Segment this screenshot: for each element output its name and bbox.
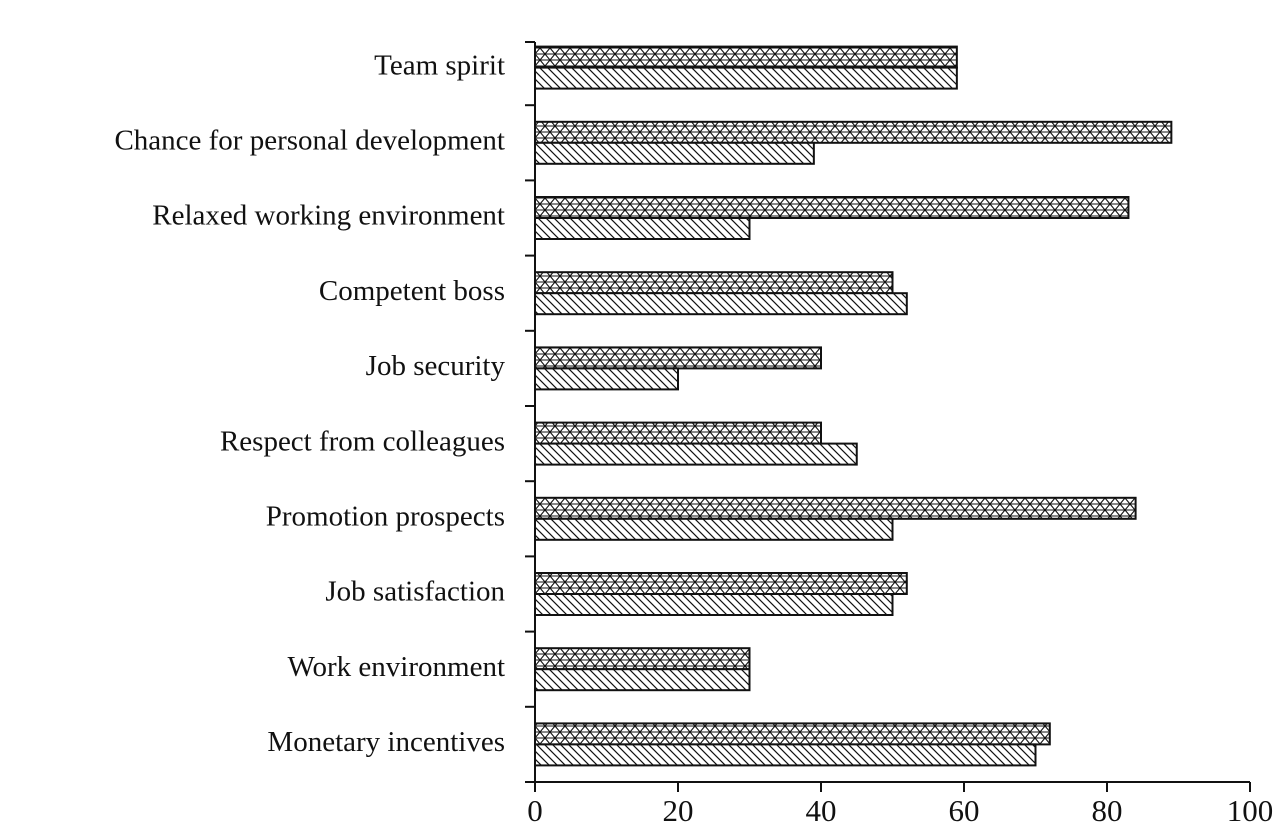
bar <box>534 346 822 370</box>
category-label: Promotion prospects <box>266 500 505 532</box>
category-label: Job security <box>366 350 506 382</box>
category-label: Work environment <box>287 651 505 683</box>
bar <box>534 572 908 595</box>
category-label: Relaxed working environment <box>152 200 505 232</box>
bar <box>534 496 1137 520</box>
bar <box>534 442 858 466</box>
category-label: Respect from colleagues <box>220 425 505 457</box>
bar <box>534 743 1037 767</box>
category-label: Chance for personal development <box>114 124 505 156</box>
x-tick-label: 60 <box>949 793 980 828</box>
bar <box>534 45 958 69</box>
category-label: Team spirit <box>374 49 505 81</box>
bar <box>534 292 908 316</box>
x-tick-label: 80 <box>1092 793 1123 828</box>
x-tick-label: 40 <box>806 793 837 828</box>
bar <box>534 593 894 616</box>
bar <box>534 647 751 671</box>
bar <box>534 141 815 165</box>
category-label: Job satisfaction <box>325 576 505 608</box>
bar <box>534 196 1130 219</box>
bar <box>534 668 751 692</box>
x-tick-label: 20 <box>663 793 694 828</box>
bar <box>534 217 751 240</box>
bar <box>534 120 1173 144</box>
bar <box>534 722 1051 746</box>
bar <box>534 517 894 541</box>
category-label: Monetary incentives <box>267 726 505 758</box>
bar <box>534 367 679 391</box>
bar <box>534 271 894 295</box>
bar <box>534 66 958 90</box>
x-tick-label: 100 <box>1227 793 1274 828</box>
bar <box>534 421 822 445</box>
category-label: Competent boss <box>319 275 505 307</box>
x-tick-label: 0 <box>527 793 543 828</box>
